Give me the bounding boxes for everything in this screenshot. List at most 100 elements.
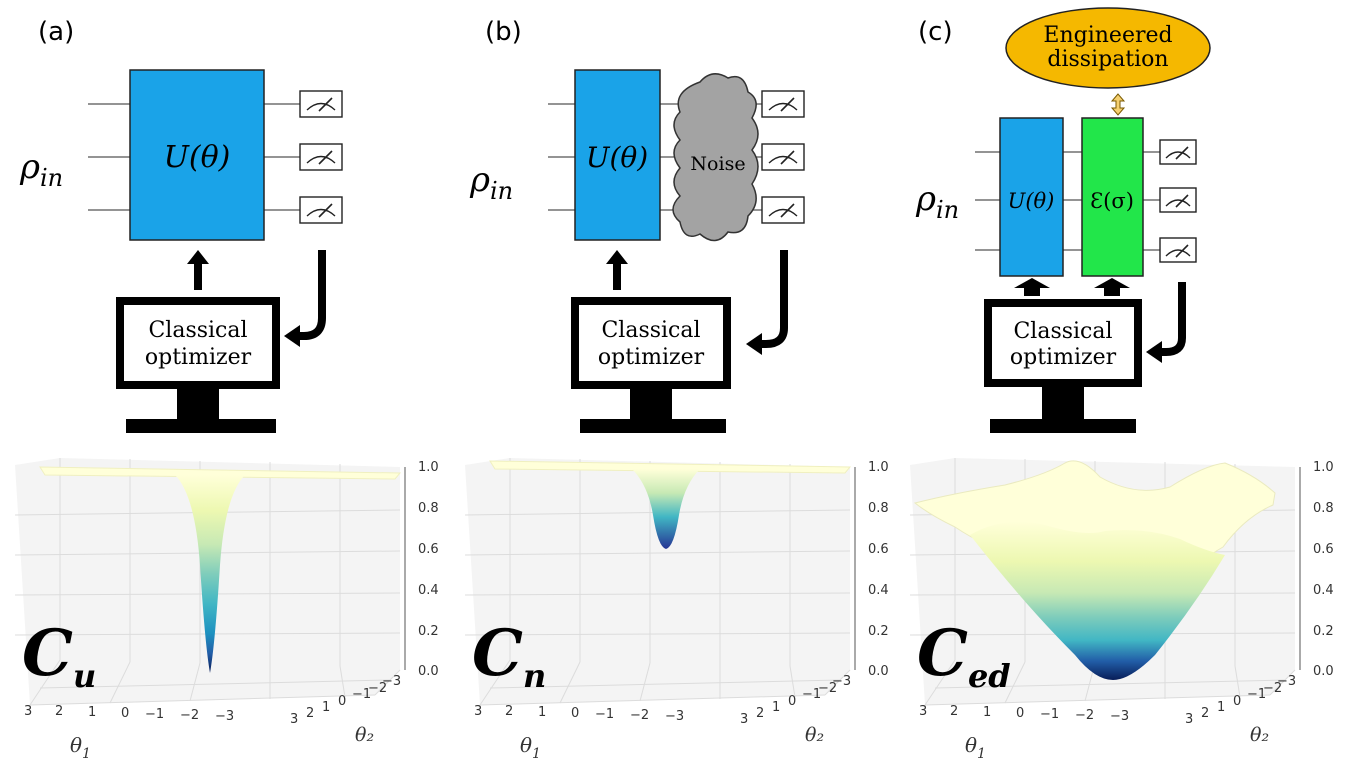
svg-text:1: 1 xyxy=(772,700,780,715)
svg-text:0.8: 0.8 xyxy=(1313,501,1334,516)
meter-icon xyxy=(761,143,805,171)
svg-text:−3: −3 xyxy=(832,674,851,689)
z-axis: 1.0 0.8 0.6 0.4 0.2 0.0 xyxy=(854,460,889,679)
surface-well xyxy=(970,521,1225,680)
svg-text:−1: −1 xyxy=(145,707,164,722)
svg-text:−2: −2 xyxy=(1263,681,1282,696)
measurement-meters xyxy=(299,90,343,224)
svg-text:2: 2 xyxy=(306,706,314,721)
svg-text:2: 2 xyxy=(1201,706,1209,721)
theta1-axis: 3 2 1 0 −1 −2 −3 θ1 xyxy=(24,704,234,760)
svg-text:0: 0 xyxy=(788,694,796,709)
noise-label: Noise xyxy=(690,153,745,175)
theta2-axis: 3 2 1 0 −1−2−3 θ₂ xyxy=(290,674,401,746)
svg-text:0.2: 0.2 xyxy=(868,624,889,639)
cost-surface-plot: 1.00.80.60.40.20.0 3 2 1 0 −1 −2 −3 θ1 3 2 1 0 −1−… xyxy=(464,458,889,760)
svg-text:−1: −1 xyxy=(802,687,821,702)
gate-label: U(θ) xyxy=(164,140,231,175)
theta1-label: θ1 xyxy=(70,733,91,760)
surface-plateau xyxy=(489,460,852,474)
gate-label: U(θ) xyxy=(1008,189,1055,213)
svg-text:0.2: 0.2 xyxy=(418,624,439,639)
meter-icon xyxy=(761,196,805,224)
theta1-axis: 3 2 1 0 −1 −2 −3 θ1 xyxy=(919,704,1129,760)
svg-text:0.0: 0.0 xyxy=(1313,664,1334,679)
cost-surface-plot: 1.00.80.60.40.20.0 3 2 1 0 −1 −2 −3 θ1 3 2 1 0 −1−… xyxy=(909,458,1334,760)
rho-in-label: ρin xyxy=(915,179,959,224)
svg-text:−2: −2 xyxy=(630,708,649,723)
theta1-label: θ1 xyxy=(520,733,541,760)
measurement-meters xyxy=(1159,139,1197,263)
panel-label: (c) xyxy=(918,17,953,47)
dissipator-label: Ɛ(σ) xyxy=(1090,189,1134,213)
z-axis: 1.0 0.8 0.6 0.4 0.2 0.0 xyxy=(1299,460,1334,679)
measurement-meters xyxy=(761,90,805,224)
svg-text:0: 0 xyxy=(121,706,129,721)
svg-text:−1: −1 xyxy=(352,687,371,702)
engineered-label-line2: dissipation xyxy=(1047,47,1168,72)
cost-function-label: Cu xyxy=(22,616,96,695)
svg-text:0.6: 0.6 xyxy=(868,542,889,557)
svg-text:3: 3 xyxy=(290,712,298,727)
svg-text:0.8: 0.8 xyxy=(868,501,889,516)
svg-text:0.8: 0.8 xyxy=(418,501,439,516)
svg-text:−3: −3 xyxy=(1110,709,1129,724)
theta1-label: θ1 xyxy=(965,733,986,760)
theta2-axis: 3 2 1 0 −1−2−3 θ₂ xyxy=(1185,674,1296,746)
svg-text:−2: −2 xyxy=(818,681,837,696)
svg-text:3: 3 xyxy=(1185,712,1193,727)
arrow-up-icon xyxy=(606,250,628,290)
rho-in-label: ρin xyxy=(469,160,513,205)
circuit xyxy=(975,151,1160,251)
feedback-arrow-icon xyxy=(284,250,326,347)
svg-text:−1: −1 xyxy=(1247,687,1266,702)
noise-cloud-shape xyxy=(672,73,759,242)
svg-text:0: 0 xyxy=(338,694,346,709)
arrow-up-icon xyxy=(1014,278,1050,296)
panel-c: (c) Engineered dissipation ρin U(θ) Ɛ(σ) xyxy=(909,7,1334,760)
unitary-gate xyxy=(999,117,1064,277)
feedback-arrow-icon xyxy=(1146,282,1186,363)
svg-text:0: 0 xyxy=(1233,694,1241,709)
svg-text:0.6: 0.6 xyxy=(1313,542,1334,557)
z-axis: 1.0 0.8 0.6 0.4 0.2 0.0 xyxy=(404,460,439,679)
svg-text:−2: −2 xyxy=(1075,708,1094,723)
plot-grid xyxy=(464,458,851,706)
double-arrow-icon xyxy=(1110,93,1126,116)
svg-text:1.0: 1.0 xyxy=(1313,460,1334,475)
svg-text:1: 1 xyxy=(88,705,96,720)
svg-text:0.0: 0.0 xyxy=(418,664,439,679)
gate-label: U(θ) xyxy=(586,141,648,174)
rho-in-label: ρin xyxy=(19,147,63,192)
feedback-arrow-icon xyxy=(746,250,788,355)
svg-text:1: 1 xyxy=(1217,700,1225,715)
svg-text:3: 3 xyxy=(474,704,482,719)
dissipator-gate xyxy=(1081,117,1144,277)
unitary-gate xyxy=(574,69,661,241)
monitor-icon xyxy=(571,297,731,433)
svg-text:0.4: 0.4 xyxy=(418,583,439,598)
svg-text:2: 2 xyxy=(756,706,764,721)
theta2-label: θ₂ xyxy=(805,724,824,746)
svg-text:−3: −3 xyxy=(215,709,234,724)
svg-text:−3: −3 xyxy=(382,674,401,689)
surface-plateau xyxy=(39,466,402,480)
theta2-label: θ₂ xyxy=(355,724,374,746)
svg-text:3: 3 xyxy=(740,712,748,727)
svg-text:1.0: 1.0 xyxy=(418,460,439,475)
optimizer-label-line2: optimizer xyxy=(598,345,705,370)
cost-function-label: Cn xyxy=(472,616,546,695)
optimizer-label-line1: Classical xyxy=(148,318,247,343)
arrow-up-icon xyxy=(1094,278,1130,296)
panel-b: (b) ρin U(θ) Noise xyxy=(464,17,889,760)
svg-text:0.6: 0.6 xyxy=(418,542,439,557)
optimizer-label-line2: optimizer xyxy=(145,345,252,370)
svg-text:1: 1 xyxy=(983,705,991,720)
panel-a: (a) ρin U(θ) Clas xyxy=(14,17,439,760)
svg-text:2: 2 xyxy=(505,704,513,719)
optimizer-label-line2: optimizer xyxy=(1010,345,1117,370)
svg-text:3: 3 xyxy=(24,704,32,719)
meter-icon xyxy=(1159,139,1197,165)
meter-icon xyxy=(1159,187,1197,213)
